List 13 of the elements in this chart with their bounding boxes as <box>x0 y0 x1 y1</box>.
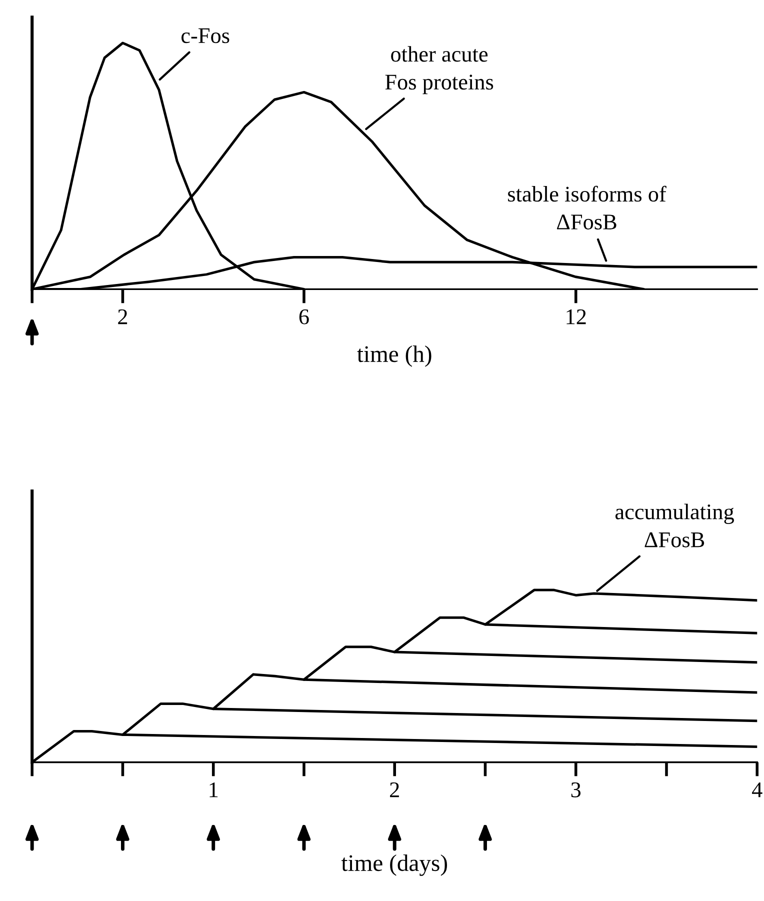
annotation: stable isoforms of ΔFosB <box>508 186 666 230</box>
x-tick-label: 4 <box>752 782 762 798</box>
x-tick-label: 3 <box>571 782 581 798</box>
annotation: c-Fos <box>181 28 230 44</box>
annotation: other acute Fos proteins <box>385 46 494 94</box>
x-tick-label: 12 <box>566 309 586 324</box>
x-tick-label: 6 <box>299 309 309 324</box>
annotation: accumulating ΔFosB <box>615 504 734 548</box>
x-tick-label: 1 <box>210 782 218 798</box>
x-tick-label: 2 <box>390 782 399 798</box>
x-axis-title: time (days) <box>341 854 448 876</box>
x-tick-label: 2 <box>118 309 128 324</box>
x-axis-title: time (h) <box>357 345 432 367</box>
